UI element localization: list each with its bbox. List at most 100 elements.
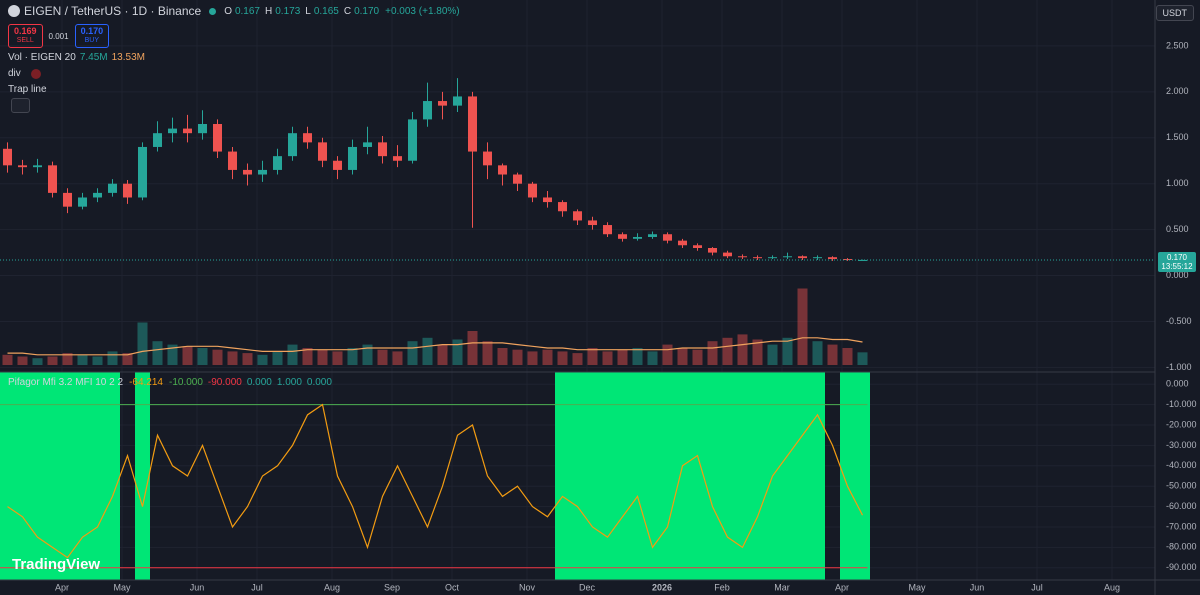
volume-bar xyxy=(257,354,268,365)
signal-zone xyxy=(795,372,810,580)
ohlc-key: H xyxy=(265,5,273,17)
candle-body xyxy=(828,257,837,260)
candle-body xyxy=(228,151,237,170)
x-tick-label: Nov xyxy=(519,582,536,592)
signal-zone xyxy=(735,372,750,580)
volume-bar xyxy=(632,348,643,365)
candle-body xyxy=(693,245,702,248)
volume-bar xyxy=(782,337,793,365)
candle-body xyxy=(633,236,642,239)
candle-body xyxy=(798,256,807,259)
candle-body xyxy=(78,197,87,207)
ohlc-key: L xyxy=(305,5,311,17)
volume-bar xyxy=(2,354,13,365)
volume-bar xyxy=(557,351,568,365)
x-tick-label: May xyxy=(113,582,131,592)
warning-icon[interactable] xyxy=(30,68,41,79)
candle-body xyxy=(153,133,162,147)
volume-bar xyxy=(422,337,433,365)
volume-bar xyxy=(407,341,418,365)
x-tick-label: Feb xyxy=(714,582,730,592)
last-price: 0.170 xyxy=(1166,252,1188,262)
symbol-bar: EIGEN / TetherUS · 1D · Binance O 0.167 H 0… xyxy=(8,4,460,18)
volume-bar xyxy=(857,352,868,365)
candle-body xyxy=(378,142,387,157)
y-tick-label: -50.000 xyxy=(1166,481,1197,491)
volume-bar xyxy=(722,337,733,365)
volume-bar xyxy=(212,349,223,365)
volume-bar xyxy=(287,344,298,365)
signal-zone xyxy=(600,372,615,580)
mfi-plot-values: -10.000 -90.000 0.000 1.000 0.000 xyxy=(169,377,332,388)
volume-bar xyxy=(527,351,538,365)
candle-body xyxy=(618,234,627,239)
y-tick-label: 0.000 xyxy=(1166,270,1189,280)
plot xyxy=(0,78,1155,580)
signal-zone xyxy=(645,372,660,580)
currency-button[interactable]: USDT xyxy=(1155,5,1194,21)
change: +0.003 (+1.80%) xyxy=(385,5,460,17)
sell-button[interactable]: 0.169 SELL xyxy=(8,24,43,48)
candle-body xyxy=(678,240,687,246)
y-tick-label: -90.000 xyxy=(1166,562,1197,572)
candle-body xyxy=(303,133,312,143)
volume-bar xyxy=(242,353,253,365)
volume-legend: Vol · EIGEN 20 7.45M 13.53M xyxy=(8,52,145,63)
candle-body xyxy=(213,124,222,152)
x-tick-label: Oct xyxy=(445,582,460,592)
volume-ma-value: 13.53M xyxy=(111,52,145,63)
signal-zone xyxy=(660,372,675,580)
volume-bar xyxy=(812,341,823,365)
candle-body xyxy=(723,252,732,257)
candle-body xyxy=(753,257,762,259)
candle-body xyxy=(168,128,177,134)
collapse-button[interactable] xyxy=(11,98,30,113)
candle-body xyxy=(123,183,132,198)
signal-zone xyxy=(450,372,465,580)
spread: 0.001 xyxy=(48,31,69,41)
signal-zone xyxy=(435,372,450,580)
volume-bar xyxy=(677,348,688,365)
signal-zone xyxy=(225,372,240,580)
signal-zone xyxy=(45,372,60,580)
signal-zone xyxy=(210,372,225,580)
candle-body xyxy=(348,146,357,170)
x-tick-label: Apr xyxy=(835,582,849,592)
volume-bar xyxy=(137,322,148,365)
candle-body xyxy=(93,192,102,198)
signal-zone xyxy=(30,372,45,580)
y-tick-label: -10.000 xyxy=(1166,399,1197,409)
signal-zone xyxy=(780,372,795,580)
y-tick-label: -30.000 xyxy=(1166,440,1197,450)
signal-zone xyxy=(630,372,645,580)
y-tick-label: 0.500 xyxy=(1166,224,1189,234)
candle-body xyxy=(33,165,42,168)
volume-bar xyxy=(482,341,493,365)
candle-body xyxy=(393,156,402,161)
signal-zone xyxy=(495,372,510,580)
signal-zone xyxy=(60,372,75,580)
mfi-title: Pifagor Mfi 3.2 MFI 10 2 2 xyxy=(8,377,124,388)
sell-price: 0.169 xyxy=(14,26,37,36)
buy-button[interactable]: 0.170 BUY xyxy=(74,24,110,48)
signal-zone xyxy=(570,372,585,580)
candle-body xyxy=(483,151,492,166)
candle-body xyxy=(513,174,522,184)
candle-body xyxy=(363,142,372,147)
x-tick-label: Jul xyxy=(251,582,263,592)
y-tick-label: -70.000 xyxy=(1166,521,1197,531)
candle-body xyxy=(783,256,792,258)
buy-label: BUY xyxy=(84,37,100,44)
volume-bar xyxy=(707,341,718,365)
signal-zone xyxy=(90,372,105,580)
volume-bar xyxy=(167,344,178,365)
volume-bar xyxy=(692,349,703,365)
candle-body xyxy=(498,165,507,175)
signal-zone xyxy=(150,372,165,580)
y-tick-label: 1.500 xyxy=(1166,132,1189,142)
volume-bar xyxy=(437,344,448,365)
y-tick-label: -20.000 xyxy=(1166,419,1197,429)
trade-bar: 0.169 SELL 0.001 0.170 BUY xyxy=(8,24,110,48)
signal-zone xyxy=(270,372,285,580)
volume-bar xyxy=(302,348,313,365)
